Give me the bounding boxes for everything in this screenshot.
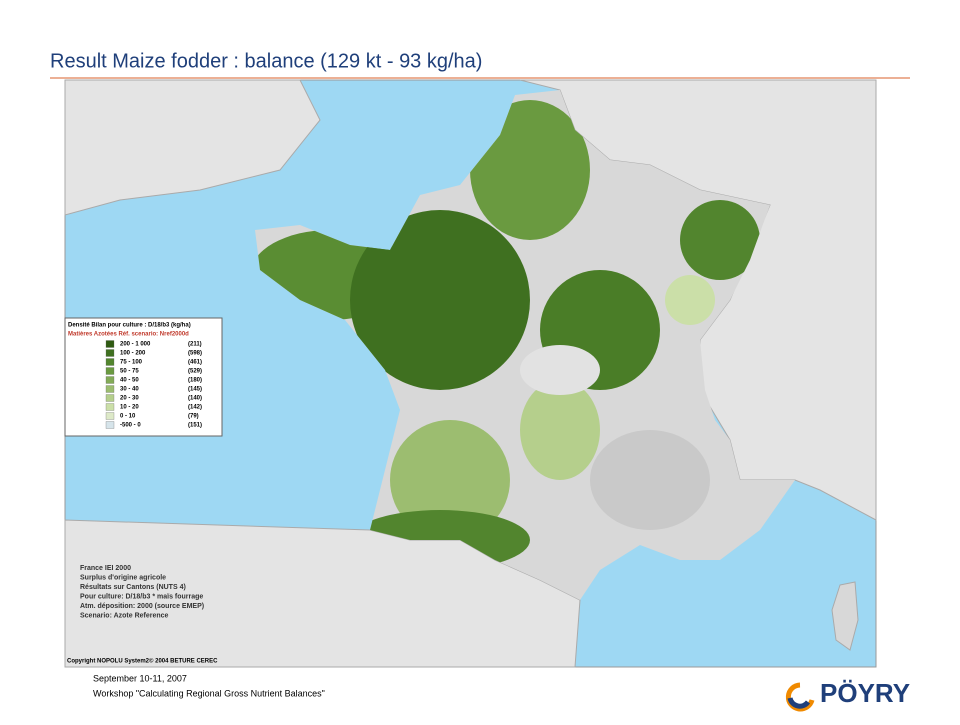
legend-swatch [105,358,115,366]
legend-range: 40 - 50 [120,378,139,384]
info-line: Scenario: Azote Reference [80,612,169,619]
legend-swatch [105,376,115,384]
legend-range: 50 - 75 [120,369,139,375]
footer-event: Workshop "Calculating Regional Gross Nut… [93,688,325,698]
footer-date: September 10-11, 2007 [93,673,187,683]
legend-count: (140) [188,396,202,402]
legend-swatch [105,340,115,348]
legend-count: (151) [188,423,202,429]
legend-swatch [105,403,115,411]
info: France IEI 2000 Surplus d'origine agricol… [80,565,204,620]
legend-box [64,317,223,437]
legend-count: (529) [188,369,202,375]
legend-range: 200 - 1 000 [120,342,151,348]
legend-swatch [105,394,115,402]
legend-range: 0 - 10 [120,414,136,420]
corsica [831,581,859,651]
copyright: Copyright NOPOLU System2© 2004 BETURE CE… [67,658,218,665]
map: Densité Bilan pour culture : D/18/b3 (kg… [64,79,877,668]
legend-count: (142) [188,405,202,411]
legend-count: (598) [188,351,202,357]
legend-swatch [105,367,115,375]
uk [64,79,321,216]
info-line: Atm. déposition: 2000 (source EMEP) [80,603,204,610]
legend-range: -500 - 0 [120,423,141,429]
legend-range: 75 - 100 [120,360,143,366]
legend-count: (79) [188,414,199,420]
legend-range: 30 - 40 [120,387,139,393]
legend-range: 100 - 200 [120,351,146,357]
legend-swatch [105,412,115,420]
info-line: Pour culture: D/18/b3 * maïs fourrage [80,593,203,600]
legend-range: 10 - 20 [120,405,139,411]
legend-swatch [105,349,115,357]
legend-subtitle: Matières Azotées Réf. scenario: Nref2000… [68,332,189,338]
legend-count: (145) [188,387,202,393]
legend-swatch [105,421,115,429]
legend-title: Densité Bilan pour culture : D/18/b3 (kg… [68,323,191,329]
logo: PÖYRY [785,678,910,712]
info-line: France IEI 2000 [80,565,131,572]
legend-count: (180) [188,378,202,384]
info-line: Résultats sur Cantons (NUTS 4) [80,584,186,591]
logo-text: PÖYRY [820,678,910,708]
info-line: Surplus d'origine agricole [80,574,166,581]
legend-count: (211) [188,342,202,348]
legend: Densité Bilan pour culture : D/18/b3 (kg… [64,317,223,437]
legend-count: (461) [188,360,202,366]
legend-swatch [105,385,115,393]
title: Result Maize fodder : balance (129 kt - … [50,50,482,72]
legend-range: 20 - 30 [120,396,139,402]
